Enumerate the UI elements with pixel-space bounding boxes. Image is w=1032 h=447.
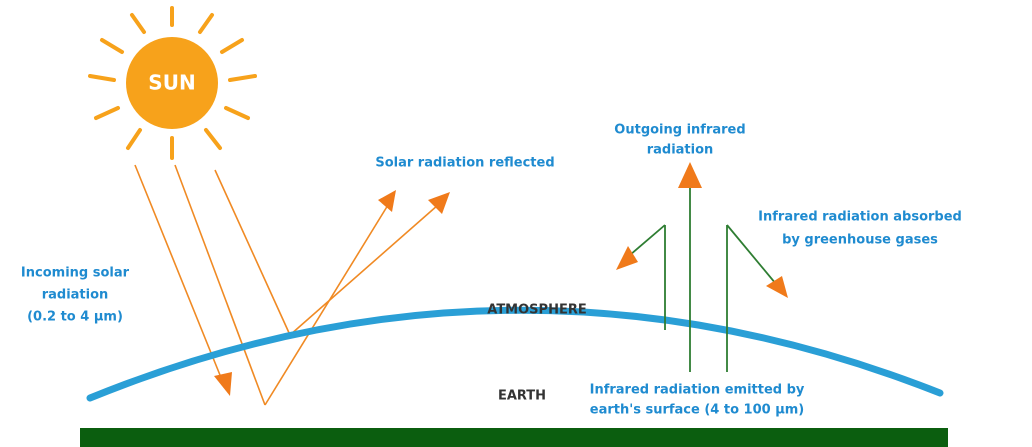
sun-rays [88, 6, 257, 160]
absorbed-label: Infrared radiation absorbed [758, 210, 962, 225]
outgoing-label: radiation [647, 143, 714, 158]
reflected-label: Solar radiation reflected [375, 156, 554, 171]
outgoing-label: Outgoing infrared [614, 123, 745, 138]
incoming-label: radiation [42, 288, 109, 303]
sun-label: SUN [148, 71, 195, 95]
incoming-label: (0.2 to 4 μm) [27, 310, 123, 325]
sun [126, 37, 218, 129]
labels: Incoming solar radiation (0.2 to 4 μm) Sola… [21, 123, 962, 418]
emitted-label: Infrared radiation emitted by [590, 383, 805, 398]
atmosphere-arc [86, 306, 944, 402]
infrared-arrows [616, 162, 788, 372]
incoming-label: Incoming solar [21, 266, 130, 281]
atmosphere-label: ATMOSPHERE [487, 303, 586, 318]
absorbed-label: by greenhouse gases [782, 233, 938, 248]
emitted-label: earth's surface (4 to 100 μm) [590, 403, 805, 418]
solar-arrows [134, 164, 450, 406]
earth-surface [80, 428, 948, 447]
earth-label: EARTH [498, 389, 546, 404]
